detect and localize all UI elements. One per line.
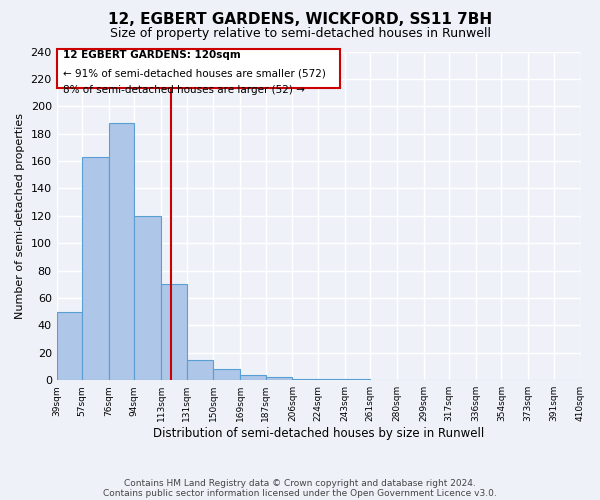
Bar xyxy=(318,379,345,380)
Bar xyxy=(187,360,214,380)
Bar xyxy=(82,157,109,380)
Bar xyxy=(240,374,266,380)
Bar xyxy=(214,370,240,380)
Text: Contains public sector information licensed under the Open Government Licence v3: Contains public sector information licen… xyxy=(103,488,497,498)
Bar xyxy=(134,216,161,380)
Y-axis label: Number of semi-detached properties: Number of semi-detached properties xyxy=(15,113,25,319)
Bar xyxy=(109,122,134,380)
Bar xyxy=(56,312,82,380)
Bar xyxy=(161,284,187,380)
Text: ← 91% of semi-detached houses are smaller (572): ← 91% of semi-detached houses are smalle… xyxy=(62,68,325,78)
Text: Size of property relative to semi-detached houses in Runwell: Size of property relative to semi-detach… xyxy=(110,28,491,40)
Text: 12 EGBERT GARDENS: 120sqm: 12 EGBERT GARDENS: 120sqm xyxy=(62,50,241,60)
Text: 12, EGBERT GARDENS, WICKFORD, SS11 7BH: 12, EGBERT GARDENS, WICKFORD, SS11 7BH xyxy=(108,12,492,28)
Text: 8% of semi-detached houses are larger (52) →: 8% of semi-detached houses are larger (5… xyxy=(62,85,304,95)
Bar xyxy=(292,379,318,380)
Text: Contains HM Land Registry data © Crown copyright and database right 2024.: Contains HM Land Registry data © Crown c… xyxy=(124,478,476,488)
Bar xyxy=(345,379,370,380)
FancyBboxPatch shape xyxy=(58,49,340,88)
X-axis label: Distribution of semi-detached houses by size in Runwell: Distribution of semi-detached houses by … xyxy=(153,427,484,440)
Bar xyxy=(266,378,292,380)
